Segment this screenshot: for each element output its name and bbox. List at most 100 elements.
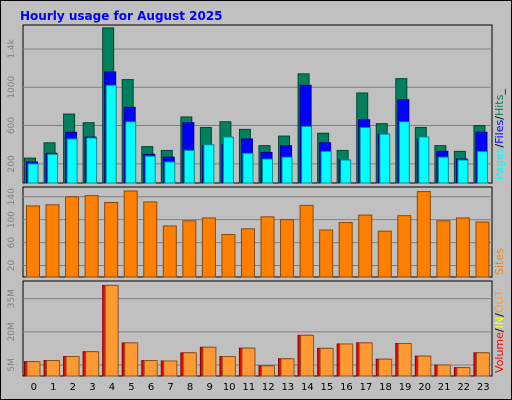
out-bar: [241, 347, 256, 377]
out-bar: [163, 360, 178, 377]
x-tick-label: 23: [477, 382, 490, 393]
out-bar: [124, 342, 139, 377]
y-tick-label: 20M: [7, 322, 17, 341]
pages-bar: [418, 136, 430, 184]
legend: Sites: [493, 248, 506, 275]
legend-separator: /: [493, 144, 506, 148]
legend-entry: Hits: [493, 94, 506, 116]
pages-bar: [183, 149, 195, 184]
x-tick-label: 9: [206, 382, 212, 393]
pages-bar: [359, 126, 371, 184]
out-bar: [475, 352, 490, 377]
out-bar: [104, 284, 119, 377]
x-tick-label: 13: [281, 382, 294, 393]
out-bar: [436, 364, 451, 377]
sites-bar: [338, 222, 353, 278]
out-bar: [456, 367, 471, 377]
legend-entry: OUT: [493, 289, 506, 313]
x-tick-label: 7: [167, 382, 173, 393]
sites-bar: [143, 201, 158, 278]
x-tick-label: 12: [262, 382, 275, 393]
y-tick-label: 1000: [7, 76, 17, 99]
pages-bar: [66, 138, 78, 184]
x-tick-label: 20: [418, 382, 431, 393]
pages-bar: [242, 152, 254, 184]
panel-1: 20 60 100 140: [7, 186, 493, 278]
pages-bar: [340, 159, 352, 184]
out-bar: [202, 346, 217, 377]
y-tick-label: 600: [7, 117, 17, 134]
out-bar: [26, 361, 41, 377]
y-tick-label: 1.4k: [7, 38, 17, 58]
legend-0: Pages/Files/Hits_: [493, 89, 506, 180]
pages-bar: [262, 158, 273, 184]
out-bar: [143, 360, 158, 377]
x-axis-labels: 0 1 2 3 4 5 6 7 8 9 10 11 12 13 14 15 16 17 18 19 20 21 22 23: [31, 382, 490, 393]
pages-bar: [457, 159, 469, 184]
sites-bar: [65, 196, 80, 278]
pages-bar: [125, 121, 137, 184]
pages-bar: [281, 156, 293, 184]
sites-bar: [162, 225, 177, 278]
x-tick-label: 10: [223, 382, 236, 393]
sites-bar: [299, 204, 314, 278]
x-tick-label: 11: [242, 382, 255, 393]
legend-entry: Sites: [493, 248, 506, 275]
y-tick-label: 20: [7, 260, 17, 272]
out-bar: [417, 355, 432, 377]
out-bar: [319, 347, 334, 377]
sites-bar: [84, 195, 99, 278]
sites-bar: [416, 191, 431, 278]
x-tick-label: 6: [148, 382, 154, 393]
y-tick-label: 35M: [7, 289, 17, 308]
out-bar: [397, 343, 412, 377]
legend: Pages/Files/Hits_: [493, 89, 506, 180]
pages-bar: [144, 155, 156, 184]
out-bar: [300, 334, 315, 377]
out-bar: [280, 358, 295, 377]
pages-bar: [222, 136, 234, 184]
pages-bar: [27, 163, 39, 184]
x-tick-label: 22: [457, 382, 470, 393]
legend-1: Sites: [493, 248, 506, 275]
x-tick-label: 16: [340, 382, 353, 393]
chart-title: Hourly usage for August 2025: [20, 9, 223, 23]
sites-bar: [240, 228, 255, 278]
panel-frame: [22, 280, 493, 377]
legend-entry: IN: [493, 317, 506, 328]
pages-bar: [47, 153, 59, 184]
sites-bar: [377, 230, 392, 278]
x-tick-label: 4: [109, 382, 115, 393]
sites-bar: [201, 217, 216, 278]
sites-bar: [436, 220, 451, 278]
out-bar: [65, 356, 80, 377]
x-tick-label: 3: [89, 382, 95, 393]
x-tick-label: 0: [31, 382, 37, 393]
pages-bar: [301, 126, 313, 184]
sites-bar: [397, 215, 412, 278]
x-tick-label: 14: [301, 382, 314, 393]
panel-0: 200 600 1000 1.4k: [7, 24, 493, 184]
out-bar: [182, 352, 197, 377]
sites-bar: [123, 190, 138, 278]
pages-bar: [476, 150, 488, 184]
pages-bar: [86, 137, 98, 184]
sites-bar: [455, 217, 470, 278]
panel-frame: [22, 186, 493, 278]
legend: Volume/IN/OUT: [493, 289, 506, 373]
sites-bar: [104, 201, 119, 278]
legend-entry: Files: [493, 119, 506, 143]
sites-bar: [45, 204, 60, 278]
x-tick-label: 2: [70, 382, 76, 393]
pages-bar: [320, 150, 332, 184]
legend-separator: /: [493, 328, 506, 332]
sites-bar: [475, 221, 490, 278]
sites-bar: [319, 229, 334, 278]
sites-bar: [260, 216, 275, 278]
x-tick-label: 1: [50, 382, 56, 393]
pages-bar: [398, 121, 410, 184]
pages-bar: [437, 156, 449, 184]
pages-bar: [203, 144, 215, 184]
pages-bar: [105, 84, 117, 184]
